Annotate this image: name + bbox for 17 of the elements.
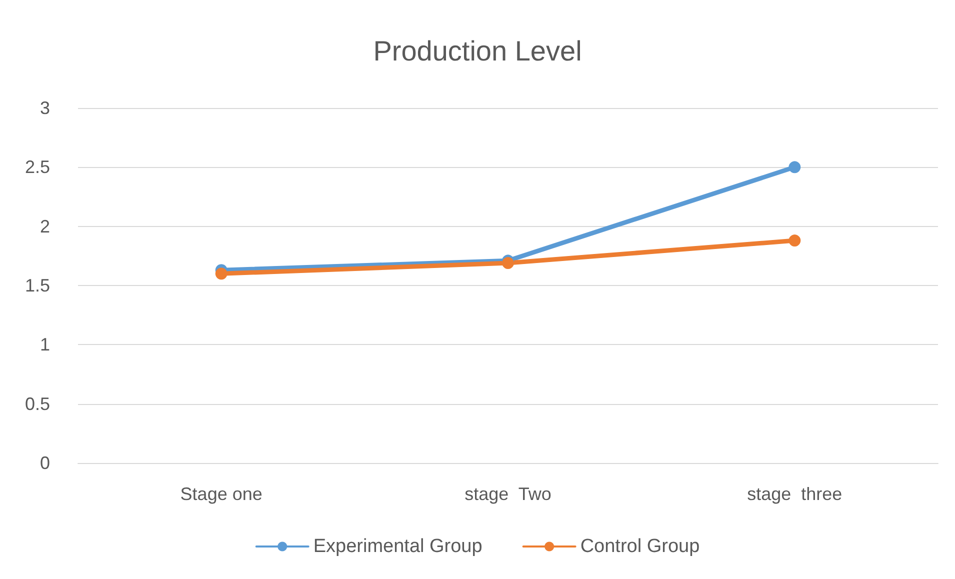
y-tick-label: 1 xyxy=(40,334,50,355)
y-tick-label: 2 xyxy=(40,216,50,236)
y-tick-label: 2.5 xyxy=(24,157,50,178)
point xyxy=(788,234,801,247)
y-tick-label: 0 xyxy=(40,453,50,473)
x-tick-label: stage Two xyxy=(464,484,552,504)
legend-label: Experimental Group xyxy=(313,536,482,557)
y-tick-label: 1.5 xyxy=(24,276,50,296)
x-tick-label: stage three xyxy=(747,484,842,504)
point xyxy=(502,257,514,270)
legend-label: Control Group xyxy=(580,536,700,557)
y-tick-label: 3 xyxy=(40,98,50,118)
chart-title: Production Level xyxy=(373,36,582,66)
y-tick-label: 0.5 xyxy=(24,394,50,414)
point xyxy=(788,161,801,174)
x-tick-label: Stage one xyxy=(180,484,262,504)
point xyxy=(215,268,228,280)
